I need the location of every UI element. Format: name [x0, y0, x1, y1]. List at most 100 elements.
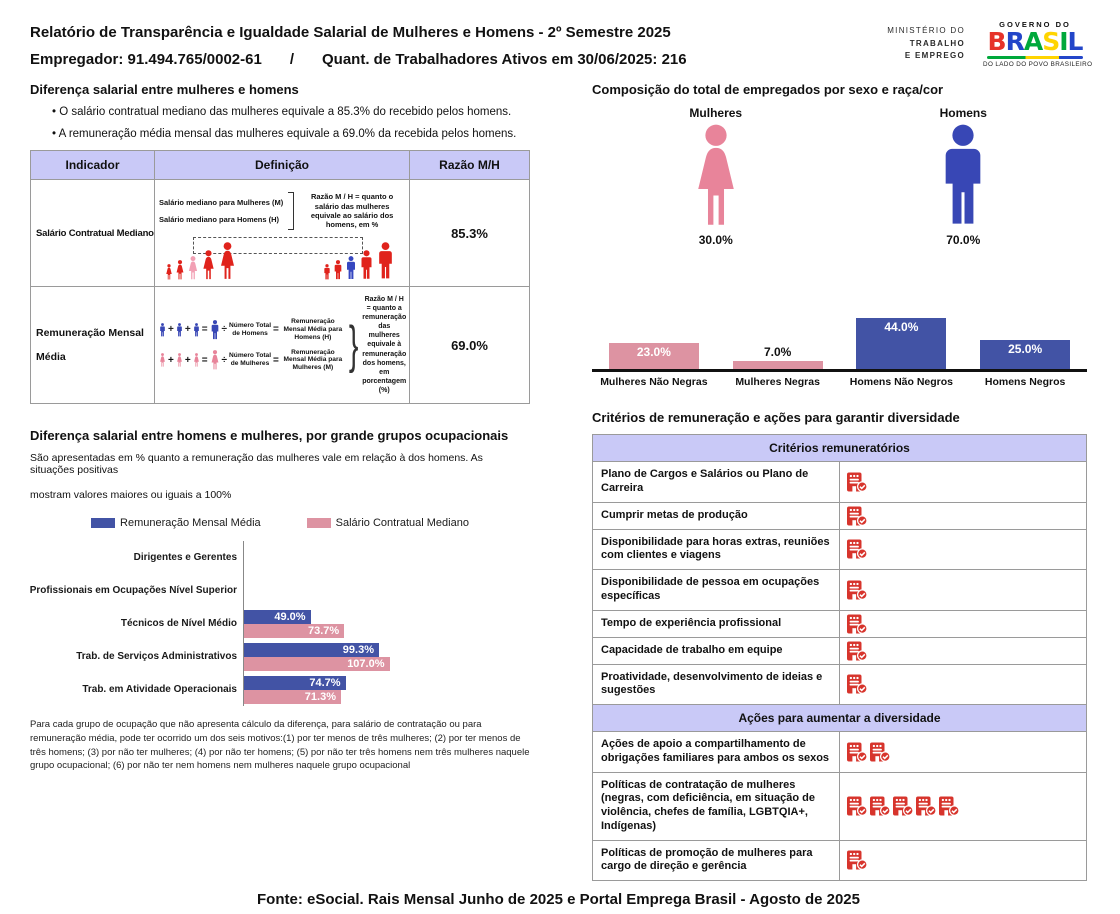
brasil-letter: S — [1042, 27, 1060, 56]
occupation-category-label: Profissionais em Ocupações Nível Superio… — [29, 585, 237, 597]
composition-bar-group: 7.0% — [716, 345, 840, 369]
composition-bar-chart: 23.0% 7.0% 44.0% 25.0% Mulheres Não Negras M… — [592, 311, 1087, 388]
criterion-label: Cumprir metas de produção — [592, 501, 840, 530]
salary-diff-bullets: O salário contratual mediano das mulhere… — [30, 106, 530, 140]
criteria-section-header: Critérios remuneratórios — [592, 434, 1087, 462]
category-label: Mulheres Negras — [735, 376, 820, 388]
ratio-value: 69.0% — [409, 285, 530, 405]
table-row: Proatividade, desenvolvimento de ideias … — [592, 663, 1087, 705]
occupation-category-label: Trab. de Serviços Administrativos — [76, 651, 237, 663]
legend-label: Remuneração Mensal Média — [120, 517, 261, 530]
table-row: Cumprir metas de produção — [592, 501, 1087, 530]
man-icon — [323, 264, 331, 280]
occupational-subtitle-line: mostram valores maiores ou iguais a 100% — [30, 489, 232, 502]
occupational-row: Trab. em Atividade Operacionais 74.7% 71.3… — [30, 673, 530, 707]
women-label: Mulheres — [689, 106, 743, 120]
brace-shape: } — [348, 315, 359, 374]
chart-baseline — [592, 369, 1087, 372]
composition-bar: 44.0% — [856, 318, 947, 369]
indicator-label: Salário Contratual Mediano — [30, 179, 155, 287]
table-row: Políticas de promoção de mulheres para c… — [592, 839, 1087, 881]
salary-indicator-table: Indicador Definição Razão M/H Salário Co… — [30, 150, 530, 405]
criterion-label: Disponibilidade para horas extras, reuni… — [592, 528, 840, 570]
bar-value-label: 44.0% — [884, 320, 919, 335]
composition-bar — [732, 361, 823, 369]
gov-logo-bottom-text: DO LADO DO POVO BRASILEIRO — [983, 60, 1093, 68]
occupational-bar: 73.7% — [244, 623, 345, 638]
table-row-median-salary: Salário Contratual Mediano Salário media… — [30, 179, 530, 287]
building-check-icon — [846, 796, 868, 816]
men-group-icons — [323, 242, 395, 280]
gov-logo-divider — [987, 56, 1083, 59]
equation-result: Remuneração Mensal Média para Homens (H) — [283, 317, 343, 341]
chart-legend: Remuneração Mensal Média Salário Contrat… — [30, 517, 530, 529]
woman-icon — [159, 353, 166, 367]
plus-sign: + — [168, 354, 174, 366]
government-logo: GOVERNO DO BRASIL DO LADO DO POVO BRASIL… — [983, 20, 1093, 68]
section-title-occupational: Diferença salarial entre homens e mulher… — [30, 428, 509, 444]
left-column: Diferença salarial entre mulheres e home… — [30, 82, 530, 881]
bar-value-label: 7.0% — [763, 345, 792, 359]
occupational-bars — [243, 574, 530, 608]
definition-cell: + + = ÷ Número Total de Homens = Re — [154, 285, 410, 405]
occupation-category-label: Técnicos de Nível Médio — [120, 618, 237, 630]
median-salary-illustration — [159, 234, 405, 280]
women-percentage: 30.0% — [698, 233, 733, 247]
header-titles: Relatório de Transparência e Igualdade S… — [30, 16, 687, 68]
criterion-label: Capacidade de trabalho em equipe — [592, 636, 840, 665]
ministry-line: TRABALHO — [909, 38, 965, 48]
woman-icon — [201, 250, 216, 280]
building-check-icon — [846, 641, 868, 661]
man-icon — [210, 320, 220, 340]
building-check-icon — [938, 796, 960, 816]
men-figure-block: Homens 70.0% — [864, 106, 1062, 247]
action-label: Ações de apoio a compartilhamento de obr… — [592, 731, 840, 773]
man-icon-highlighted — [345, 256, 357, 280]
composition-bar-group: 23.0% — [592, 342, 716, 369]
legend-item-pink: Salário Contratual Mediano — [306, 517, 469, 529]
category-label: Homens Negros — [984, 376, 1066, 388]
occupational-footnote: Para cada grupo de ocupação que não apre… — [30, 719, 530, 772]
building-check-icon — [846, 742, 868, 762]
plus-sign: + — [168, 324, 174, 336]
equals-sign: = — [273, 324, 279, 336]
col-header-definicao: Definição — [154, 150, 410, 180]
col-header-indicador: Indicador — [30, 150, 155, 180]
woman-icon — [218, 242, 237, 280]
composition-bar: 25.0% — [980, 340, 1071, 369]
action-label: Políticas de promoção de mulheres para c… — [592, 839, 840, 881]
occupational-row: Profissionais em Ocupações Nível Superio… — [29, 574, 530, 608]
occupational-row: Trab. de Serviços Administrativos 99.3% 10… — [30, 640, 530, 674]
occupation-category-label: Dirigentes e Gerentes — [133, 552, 237, 564]
occupational-bar: 107.0% — [244, 656, 390, 671]
plus-sign: + — [184, 354, 191, 366]
criterion-label: Tempo de experiência profissional — [592, 609, 840, 638]
building-check-icon — [846, 674, 868, 694]
category-label: Homens Não Negros — [849, 376, 954, 388]
header-logos: MINISTÉRIO DO TRABALHO E EMPREGO GOVERNO… — [887, 16, 1093, 68]
building-check-icon — [846, 539, 868, 559]
man-icon — [359, 250, 374, 280]
building-check-icon — [846, 506, 868, 526]
occupational-bars: 99.3% 107.0% — [243, 640, 530, 674]
women-group-icons — [165, 242, 237, 280]
brasil-letter: L — [1067, 27, 1084, 56]
man-icon — [376, 242, 395, 280]
report-title: Relatório de Transparência e Igualdade S… — [30, 24, 671, 41]
sex-composition-figures: Mulheres 30.0% Homens 70.0% — [592, 106, 1087, 247]
composition-categories: Mulheres Não Negras Mulheres Negras Homens… — [592, 376, 1087, 388]
building-check-icon — [915, 796, 937, 816]
definition-line: Salário mediano para Homens (H) — [159, 215, 280, 224]
building-check-icon — [892, 796, 914, 816]
bar-value-label: 23.0% — [636, 344, 671, 359]
man-icon — [159, 323, 166, 337]
criterion-label: Proatividade, desenvolvimento de ideias … — [592, 663, 840, 705]
man-figure-icon — [937, 124, 989, 228]
report-subtitle: Empregador: 91.494.765/0002-61 / Quant. … — [30, 51, 687, 68]
women-figure-block: Mulheres 30.0% — [617, 106, 815, 247]
ministry-logo: MINISTÉRIO DO TRABALHO E EMPREGO — [887, 25, 965, 62]
woman-icon — [175, 260, 185, 280]
man-icon — [176, 323, 183, 337]
men-percentage: 70.0% — [946, 233, 981, 247]
